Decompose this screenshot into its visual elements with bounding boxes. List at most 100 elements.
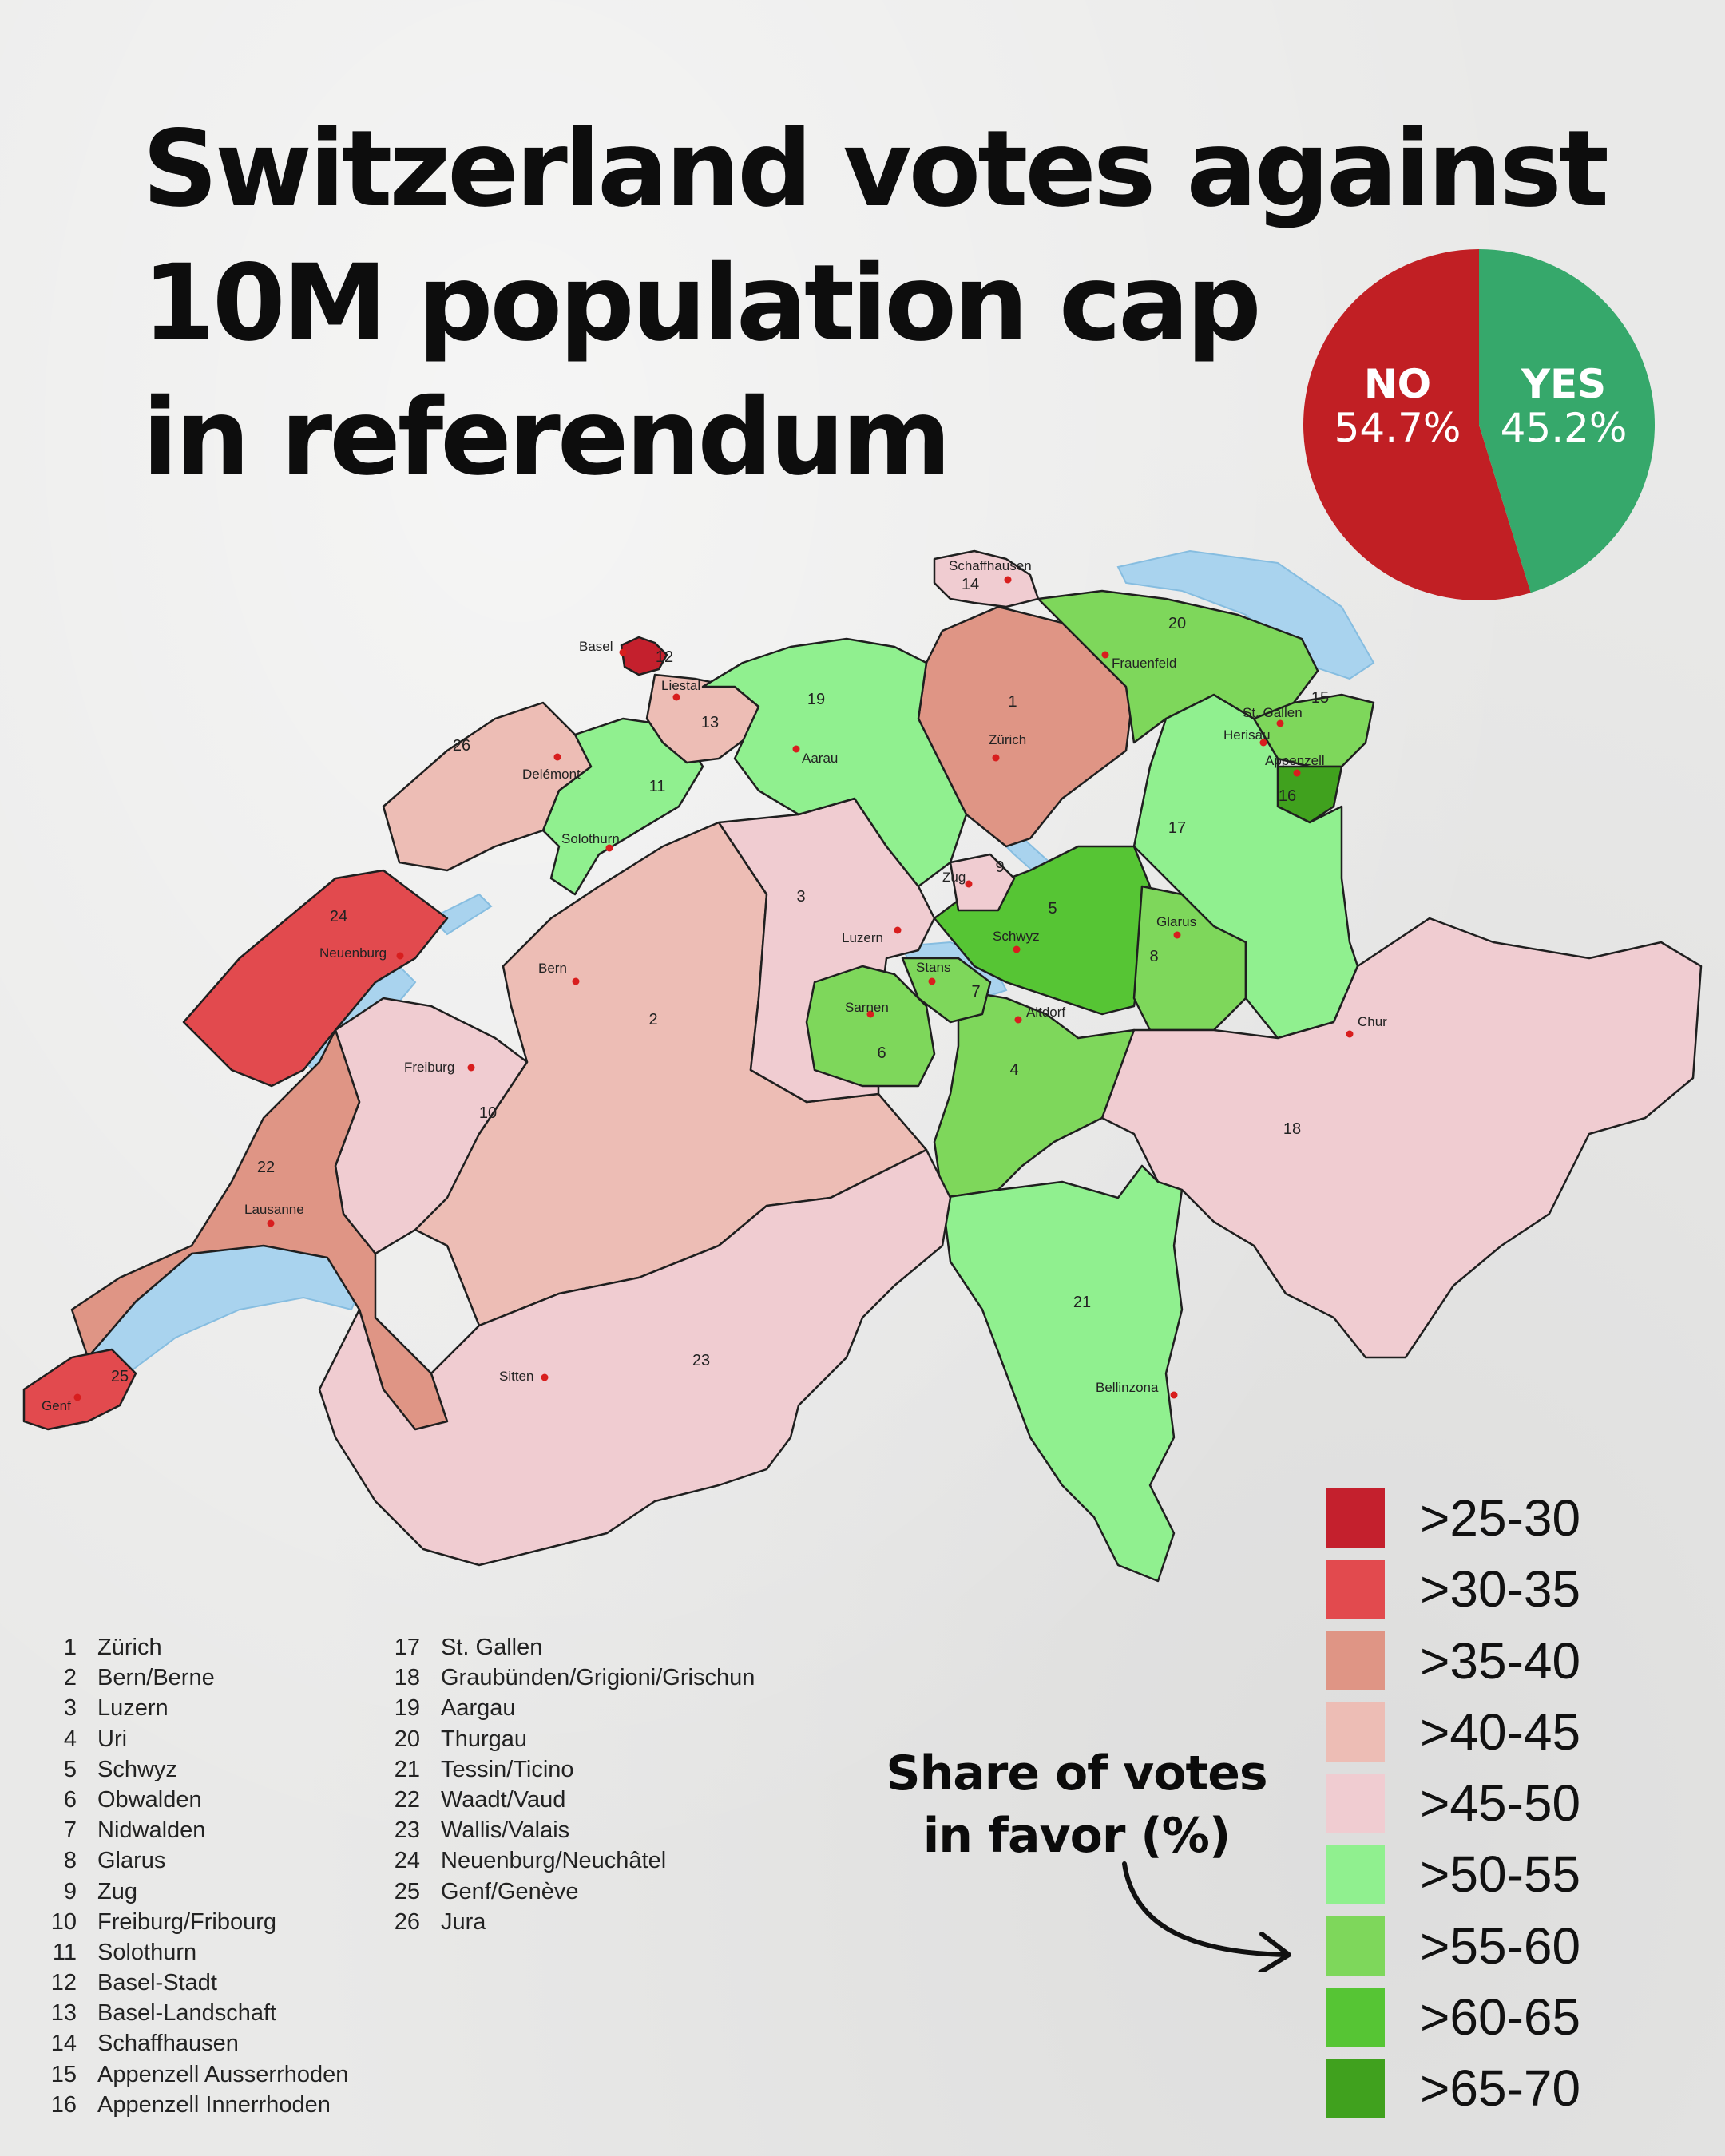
- canton-number-24: 24: [330, 908, 347, 925]
- pie-no-label: NO: [1364, 361, 1431, 407]
- canton-key-column-1: 1 Zürich 2 Bern/Berne 3 Luzern 4 Uri 5 Schwyz 6 Obw…: [38, 1632, 349, 2120]
- legend-title-line-1: Share of votes: [886, 1746, 1267, 1801]
- svg-text:Sarnen: Sarnen: [845, 1000, 889, 1015]
- city-stans: Stans: [916, 960, 950, 985]
- city-sarnen: Sarnen: [845, 1000, 889, 1018]
- canton-key-name: Genf/Genève: [441, 1878, 579, 1904]
- canton-key-name: Zug: [97, 1878, 137, 1904]
- canton-key-item: 26 Jura: [382, 1907, 755, 1937]
- pie-yes-label: YES: [1521, 361, 1606, 407]
- canton-key-item: 13 Basel-Landschaft: [38, 1998, 348, 2028]
- canton-key-item: 20 Thurgau: [382, 1724, 755, 1754]
- canton-key-name: Nidwalden: [97, 1817, 206, 1844]
- svg-text:Zürich: Zürich: [989, 732, 1026, 747]
- switzerland-canton-map: 1 2 3 4 5 6 7 8 9 10 11 12 13 14 15 16 1…: [22, 549, 1703, 1583]
- canton-key-item: 4 Uri: [38, 1724, 348, 1754]
- pie-slice-no: [1303, 249, 1531, 600]
- city-bern: Bern: [538, 961, 580, 985]
- canton-key-name: Aargau: [441, 1695, 516, 1722]
- canton-key-number: 22: [394, 1786, 420, 1813]
- lake-biel: [430, 893, 493, 936]
- canton-15-appenzell-ausserrhoden: [1252, 693, 1375, 768]
- canton-25-genf: [22, 1348, 137, 1431]
- legend-item: >40-45: [1326, 1702, 1580, 1774]
- canton-number-4: 4: [1009, 1061, 1018, 1079]
- lake-constance: [1116, 549, 1375, 680]
- canton-key-item: 1 Zürich: [38, 1632, 348, 1663]
- canton-number-25: 25: [111, 1368, 129, 1385]
- canton-number-labels: 1 2 3 4 5 6 7 8 9 10 11 12 13 14 15 16 1…: [111, 576, 1329, 1385]
- svg-text:Altdorf: Altdorf: [1026, 1005, 1065, 1020]
- canton-key-item: 18 Graubünden/Grigioni/Grischun: [382, 1663, 755, 1693]
- canton-key-item: 8 Glarus: [38, 1845, 348, 1876]
- city-liestal: Liestal: [661, 678, 700, 701]
- canton-number-17: 17: [1168, 819, 1186, 837]
- legend-item: >30-35: [1326, 1560, 1580, 1631]
- canton-number-6: 6: [877, 1044, 886, 1062]
- headline: Switzerland votes against 10M population…: [142, 102, 1660, 505]
- canton-key-number: 6: [63, 1786, 77, 1813]
- canton-14-schaffhausen: [933, 549, 1040, 608]
- canton-key-name: Tessin/Ticino: [441, 1756, 574, 1782]
- canton-9-zug: [949, 853, 1016, 912]
- canton-20-thurgau: [1037, 589, 1319, 744]
- svg-text:Schaffhausen: Schaffhausen: [949, 558, 1032, 573]
- svg-text:Herisau: Herisau: [1223, 727, 1271, 743]
- city-aarau: Aarau: [792, 745, 838, 766]
- result-pie-chart: NO 54.7% YES 45.2%: [1303, 249, 1655, 600]
- canton-key-item: 7 Nidwalden: [38, 1815, 348, 1845]
- canton-number-7: 7: [971, 983, 980, 1001]
- legend-label: >45-50: [1420, 1774, 1581, 1833]
- canton-key-item: 11 Solothurn: [38, 1937, 348, 1968]
- canton-key-name: Uri: [97, 1726, 128, 1752]
- headline-line-2: 10M population cap: [142, 242, 1262, 365]
- city-altdorf: Altdorf: [1014, 1005, 1065, 1024]
- canton-key-number: 7: [63, 1817, 77, 1844]
- canton-key-number: 20: [394, 1726, 420, 1752]
- canton-key-name: Obwalden: [97, 1786, 202, 1813]
- color-legend: >25-30 >30-35 >35-40 >40-45 >45-50 >50-55 >55-…: [1326, 1488, 1580, 2130]
- svg-text:Basel: Basel: [579, 639, 613, 654]
- canton-key-name: Jura: [441, 1908, 486, 1935]
- canton-18-graubunden: [1100, 917, 1703, 1359]
- canton-key-item: 19 Aargau: [382, 1693, 755, 1723]
- city-luzern: Luzern: [842, 926, 902, 945]
- city-schwyz: Schwyz: [993, 929, 1040, 953]
- headline-line-1: Switzerland votes against: [142, 108, 1609, 231]
- svg-text:Bern: Bern: [538, 961, 567, 976]
- legend-title-line-2: in favor (%): [922, 1808, 1231, 1864]
- city-lausanne: Lausanne: [244, 1202, 304, 1227]
- canton-key-name: Zürich: [97, 1635, 162, 1660]
- canton-number-26: 26: [453, 737, 470, 755]
- canton-key-item: 24 Neuenburg/Neuchâtel: [382, 1845, 755, 1876]
- city-schaffhausen: Schaffhausen: [949, 558, 1032, 584]
- canton-4-uri: [933, 989, 1136, 1199]
- canton-key-item: 23 Wallis/Valais: [382, 1815, 755, 1845]
- legend-item: >50-55: [1326, 1845, 1580, 1916]
- canton-24-neuenburg: [182, 869, 449, 1088]
- legend-item: >45-50: [1326, 1774, 1580, 1845]
- canton-key-name: Glarus: [97, 1848, 166, 1874]
- canton-key-name: Freiburg/Fribourg: [97, 1908, 277, 1935]
- canton-key-number: 8: [63, 1848, 77, 1874]
- canton-number-19: 19: [807, 691, 825, 708]
- canton-key-item: 10 Freiburg/Fribourg: [38, 1907, 348, 1937]
- legend-item: >55-60: [1326, 1916, 1580, 1988]
- legend-item: >60-65: [1326, 1988, 1580, 2059]
- canton-key-number: 16: [50, 2091, 77, 2118]
- canton-key-column-2: 17 St. Gallen 18 Graubünden/Grigioni/Grisch…: [382, 1632, 755, 1937]
- canton-key-name: Wallis/Valais: [441, 1817, 570, 1844]
- city-solothurn: Solothurn: [561, 831, 620, 852]
- pie-yes-value: 45.2%: [1501, 405, 1628, 451]
- legend-title: Share of votes in favor (%): [877, 1742, 1276, 1867]
- city-herisau: Herisau: [1223, 727, 1271, 747]
- legend-swatch: [1326, 1631, 1385, 1690]
- legend-label: >65-70: [1420, 2059, 1581, 2118]
- legend-swatch: [1326, 1988, 1385, 2047]
- canton-number-5: 5: [1048, 900, 1057, 917]
- canton-key-item: 6 Obwalden: [38, 1785, 348, 1815]
- canton-number-1: 1: [1008, 693, 1017, 711]
- canton-key-name: Basel-Landschaft: [97, 2000, 277, 2027]
- canton-key-number: 19: [394, 1695, 420, 1722]
- canton-key-number: 11: [52, 1939, 77, 1965]
